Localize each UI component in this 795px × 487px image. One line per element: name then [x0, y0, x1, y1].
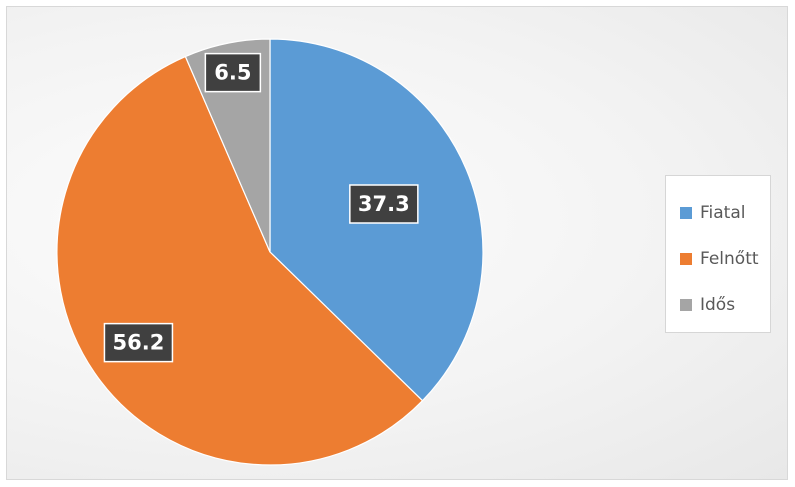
legend-swatch-idos — [680, 299, 692, 311]
data-label-text-felnőtt: 56.2 — [113, 331, 165, 355]
data-label-text-fiatal: 37.3 — [358, 192, 410, 216]
data-label-felnőtt: 56.2 — [103, 322, 174, 363]
legend-swatch-fiatal — [680, 207, 692, 219]
legend-item-idos: Idős — [680, 282, 770, 328]
legend-item-felnott: Felnőtt — [680, 236, 770, 282]
legend-label-fiatal: Fiatal — [700, 203, 746, 223]
pie-slice-felnőtt — [56, 55, 424, 466]
chart-area: 37.3 56.2 6.5 Fiatal Felnőtt Idős — [6, 6, 788, 480]
data-label-idős: 6.5 — [204, 52, 262, 93]
data-label-fiatal: 37.3 — [349, 184, 419, 224]
legend-swatch-felnott — [680, 253, 692, 265]
legend-label-felnott: Felnőtt — [700, 249, 759, 269]
legend-label-idos: Idős — [700, 295, 736, 315]
data-label-text-idős: 6.5 — [214, 61, 251, 85]
data-label-box-fiatal — [349, 184, 419, 224]
pie-chart: 37.3 56.2 6.5 — [56, 38, 484, 466]
legend: Fiatal Felnőtt Idős — [665, 175, 771, 333]
data-label-box-idős — [204, 52, 262, 93]
legend-item-fiatal: Fiatal — [680, 190, 770, 236]
data-label-box-felnőtt — [103, 322, 174, 363]
